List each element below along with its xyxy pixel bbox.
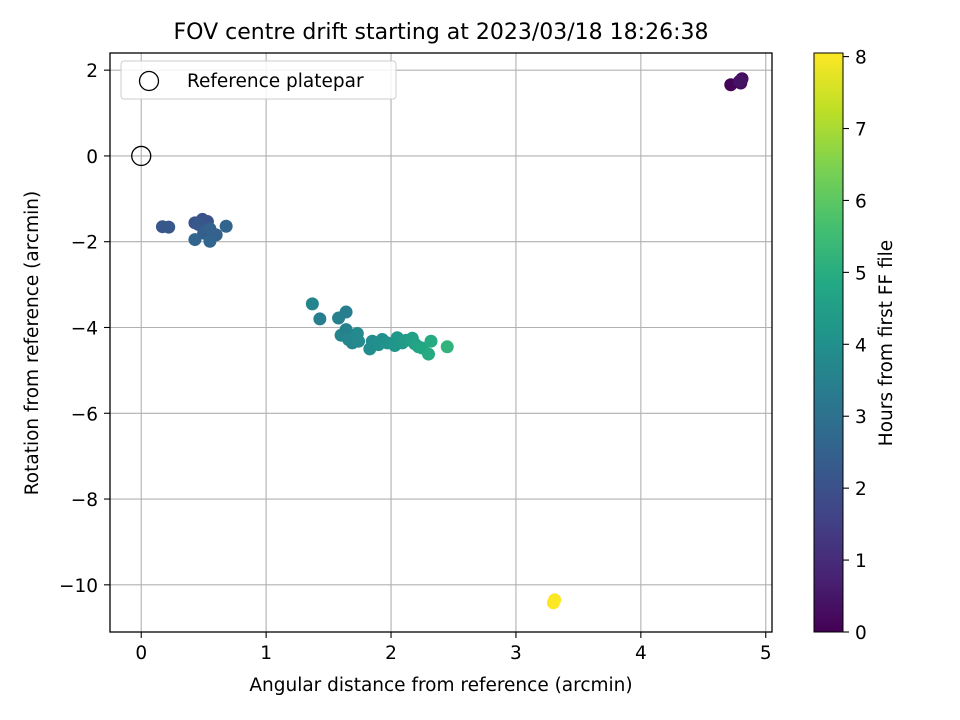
x-tick-label: 4 xyxy=(635,643,647,664)
scatter-point xyxy=(424,334,438,348)
colorbar-tick-label: 5 xyxy=(855,263,867,284)
colorbar-gradient xyxy=(813,52,844,633)
colorbar-tick-label: 2 xyxy=(855,479,867,500)
x-axis-ticks: 0 1 2 3 4 5 xyxy=(135,632,772,664)
scatter-points xyxy=(155,72,749,610)
scatter-point xyxy=(440,340,454,354)
x-axis-label: Angular distance from reference (arcmin) xyxy=(249,675,632,696)
scatter-point xyxy=(162,220,176,234)
y-tick-label: −8 xyxy=(71,490,98,511)
legend-box xyxy=(120,60,397,100)
grid xyxy=(110,53,772,632)
x-tick-label: 5 xyxy=(760,643,772,664)
y-tick-label: −4 xyxy=(71,318,98,339)
y-tick-label: −2 xyxy=(71,233,98,254)
reference-point xyxy=(131,145,152,167)
y-tick-label: −10 xyxy=(59,576,98,597)
plot-frame xyxy=(109,52,773,633)
colorbar: 0 1 2 3 4 5 6 7 8 Hours from first FF file xyxy=(813,48,897,644)
y-tick-label: −6 xyxy=(71,404,98,425)
x-tick-label: 0 xyxy=(135,643,147,664)
colorbar-ticks: 0 1 2 3 4 5 6 7 8 xyxy=(843,48,867,644)
colorbar-tick-label: 7 xyxy=(855,120,867,141)
scatter-point xyxy=(305,297,319,311)
colorbar-tick-label: 6 xyxy=(855,191,867,212)
colorbar-tick-label: 0 xyxy=(855,623,867,644)
scatter-point xyxy=(422,347,436,361)
scatter-point xyxy=(339,305,353,319)
colorbar-tick-label: 3 xyxy=(855,407,867,428)
colorbar-label: Hours from first FF file xyxy=(876,240,897,446)
colorbar-tick-label: 8 xyxy=(855,48,867,69)
y-tick-label: 0 xyxy=(86,147,98,168)
scatter-point xyxy=(219,219,233,233)
chart-title: FOV centre drift starting at 2023/03/18 … xyxy=(174,20,709,45)
reference-marker xyxy=(131,145,152,167)
scatter-point xyxy=(188,233,202,247)
x-tick-label: 2 xyxy=(385,643,397,664)
colorbar-tick-label: 1 xyxy=(855,551,867,572)
scatter-point xyxy=(352,334,366,348)
x-tick-label: 1 xyxy=(260,643,272,664)
scatter-point xyxy=(733,74,747,88)
legend-marker xyxy=(138,70,160,92)
scatter-point xyxy=(203,234,217,248)
scatter-point xyxy=(313,312,327,326)
legend-entry: Reference platepar xyxy=(187,71,364,92)
y-axis-label: Rotation from reference (arcmin) xyxy=(22,191,43,495)
y-axis-ticks: −10 −8 −6 −4 −2 0 2 xyxy=(59,61,110,597)
x-tick-label: 3 xyxy=(510,643,522,664)
scatter-point xyxy=(546,596,560,610)
scatter-point xyxy=(339,323,353,337)
colorbar-tick-label: 4 xyxy=(855,335,867,356)
y-tick-label: 2 xyxy=(86,61,98,82)
legend: Reference platepar xyxy=(120,60,397,100)
